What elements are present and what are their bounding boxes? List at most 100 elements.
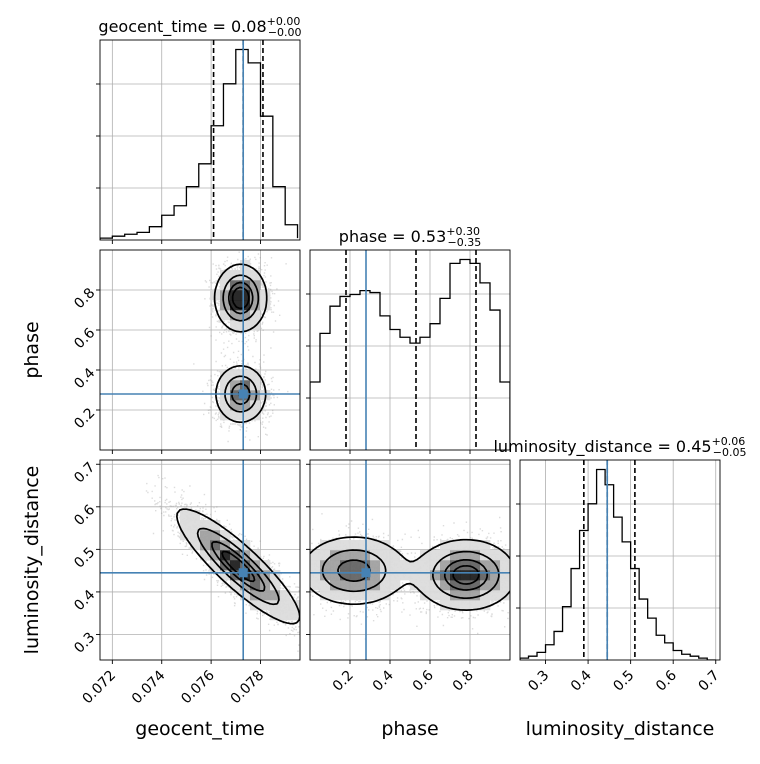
density-cell [350,590,361,601]
density-cell [470,570,481,581]
x-tick-label-phase: 0.6 [410,667,437,694]
contour-level [227,281,254,406]
density-cell [250,390,261,401]
density-cell [230,400,241,411]
x-tick-label-geocent_time: 0.076 [178,667,218,707]
contour-level [310,536,510,611]
density-cell [210,530,221,541]
y-tick-label-luminosity_distance: 0.3 [71,630,98,657]
density-cell [290,600,300,611]
density-cell [410,560,421,571]
density-cell [430,570,441,581]
density-cell [280,610,291,621]
density-cell [250,600,261,611]
axes-frame [99,249,301,451]
density-cell [380,590,391,601]
density-cell [260,580,271,591]
x-axis-label-phase: phase [381,718,438,740]
density-cell [250,550,261,561]
density-cell [400,570,411,581]
density-cell [330,580,341,591]
density-cell [380,540,391,551]
x-axis-label-geocent_time: geocent_time [135,718,264,740]
y-tick-label-phase: 0.8 [71,285,98,312]
density-cell [340,580,351,591]
x-tick-label-phase: 0.2 [330,668,357,695]
density-cell [240,300,251,311]
density-cell [230,390,241,401]
density-cell [310,580,321,591]
density-cell [380,580,391,591]
density-cell [260,560,271,571]
density-cell [360,540,371,551]
density-cell [220,300,231,311]
density-cell [250,570,261,581]
density-cell [240,370,251,381]
density-cell [500,570,510,581]
density-cell [500,550,510,561]
density-cell [460,600,471,611]
density-cell [420,570,431,581]
density-cell [340,590,351,601]
x-tick-label-luminosity_distance: 0.6 [653,667,680,694]
density-cell [480,580,491,591]
density-cell [250,580,261,591]
density-cell [420,550,431,561]
density-cell [360,580,371,591]
density-cell [330,560,341,571]
density-cell [220,280,231,291]
density-cell [370,570,381,581]
density-cell [200,530,211,541]
contour-level [196,527,280,606]
density-cell [190,520,201,531]
density-cell [460,540,471,551]
density-cell [500,580,510,591]
density-cell [440,540,451,551]
density-cell [200,520,211,531]
density-cell [280,590,291,601]
x-tick-label-luminosity_distance: 0.5 [610,668,637,695]
density-cell [190,540,201,551]
density-cell [230,550,241,561]
density-cell [240,310,251,321]
density-cell [260,590,271,601]
y-tick-label-luminosity_distance: 0.6 [71,502,98,529]
y-axis-label-luminosity_distance: luminosity_distance [21,466,43,655]
density-cell [210,520,221,531]
x-tick-label-luminosity_distance: 0.4 [568,667,595,694]
density-cell [480,540,491,551]
density-cell [210,560,221,571]
axes-frame [309,459,511,661]
density-cell [260,290,271,301]
density-cell [310,570,321,581]
density-cell [270,610,281,621]
panel-content [100,460,300,660]
density-cell [250,270,261,281]
density-cell [250,310,261,321]
density-cell [240,400,251,411]
density-cell [390,550,401,561]
density-cell [450,590,461,601]
density-cell [440,560,451,571]
density-cell [490,590,501,601]
x-tick-label-geocent_time: 0.072 [80,668,120,708]
density-cell [270,600,281,611]
contour-level [213,263,268,424]
y-tick-label-luminosity_distance: 0.5 [71,544,98,571]
density-cell [260,300,271,311]
density-cell [240,270,251,281]
density-cell [470,590,481,601]
density-cell [490,570,501,581]
density-cell [480,600,491,611]
density-cell [350,570,361,581]
density-cell [420,560,431,571]
density-cell [470,550,481,561]
density-cell [390,560,401,571]
density-cell [470,580,481,591]
density-cell [230,580,241,591]
hist-grid-luminosity_distance [520,460,720,660]
density-cell [440,590,451,601]
density-cell [480,590,491,601]
density-cell [410,570,421,581]
density-cell [200,550,211,561]
